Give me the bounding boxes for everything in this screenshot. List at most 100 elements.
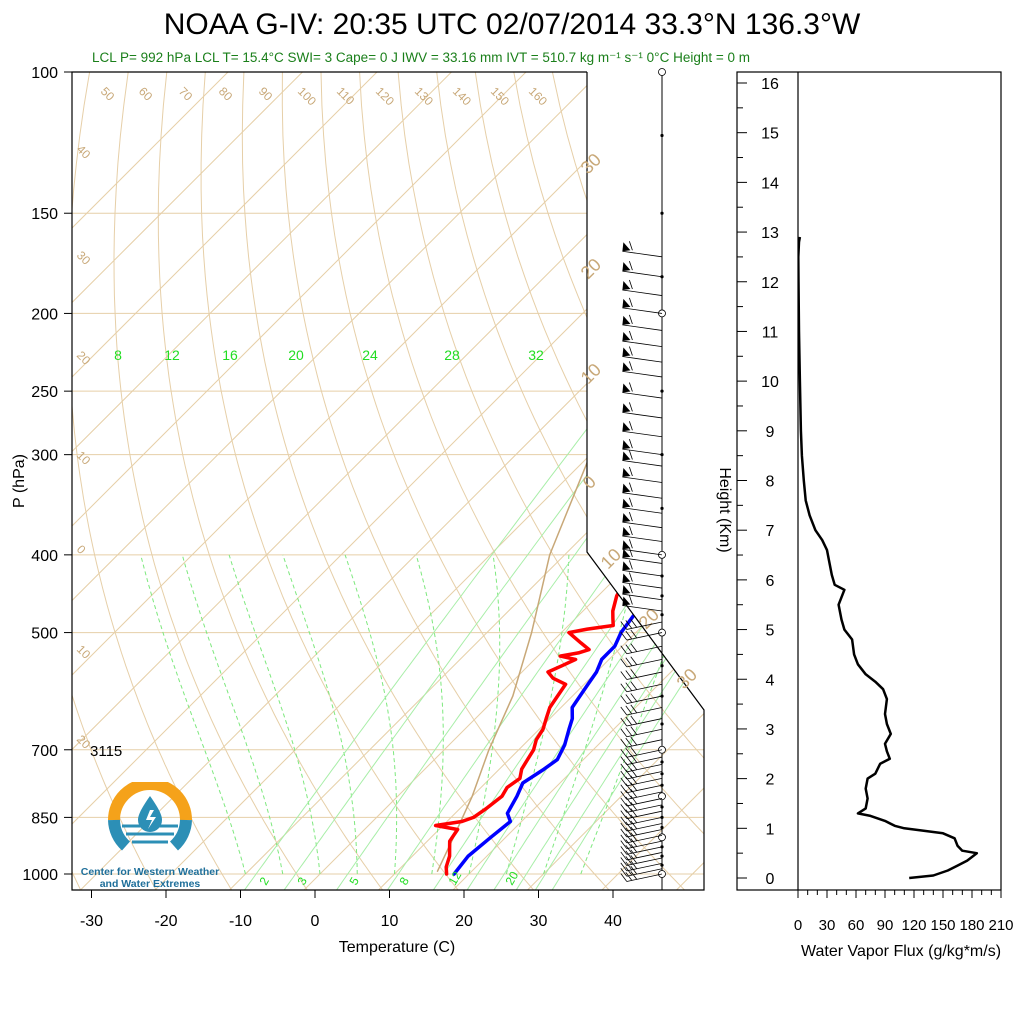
dry-adiabat: [200, 72, 460, 890]
wind-barb-flag: [622, 451, 631, 461]
flux-border: [736, 71, 1002, 891]
isotherm-line: [72, 72, 619, 890]
dry-adiabat-label: 60: [136, 84, 156, 104]
wind-barb-shaft: [626, 621, 663, 630]
wind-barb-shaft: [626, 846, 663, 855]
height-tick-label: 11: [762, 324, 779, 341]
dry-adiabat: [707, 72, 1024, 891]
dry-adiabat: [113, 72, 309, 890]
wind-barb-feather: [630, 801, 638, 811]
height-tick-label: 8: [766, 474, 775, 491]
wind-barb-shaft: [622, 430, 663, 438]
wind-barb-feather: [625, 839, 633, 848]
wind-barb-feather: [620, 749, 628, 758]
wind-barb-shaft: [622, 340, 663, 348]
flux-x-axis-label: Water Vapor Flux (g/kg*m/s): [801, 943, 1001, 960]
moist-adiabat: [140, 554, 246, 875]
wind-barb-feather: [620, 770, 628, 780]
y-tick-label: 500: [31, 626, 58, 643]
flux-y-axis-label: Height (Km): [716, 467, 733, 552]
wind-barbs: [620, 68, 666, 890]
wind-barb-feather: [625, 872, 633, 881]
wind-barb-shaft: [626, 868, 663, 877]
wind-barb-shaft: [622, 570, 663, 577]
mixing-ratio-line: [551, 346, 704, 890]
wind-barb-feather: [629, 595, 633, 605]
dry-adiabat: [629, 72, 704, 890]
moist-adiabat: [344, 554, 398, 875]
wind-barb-shaft: [622, 324, 663, 331]
wind-barb-feather: [620, 777, 628, 787]
wind-barb-feather: [629, 241, 633, 251]
wind-barb-flag: [622, 540, 631, 550]
isotherm-line: [72, 72, 321, 890]
wind-barb-shaft: [622, 356, 663, 363]
wind-barb-feather: [629, 382, 633, 392]
wind-barb-feather: [625, 821, 633, 831]
moist-adiabat: [282, 554, 358, 875]
cw3e-logo: [108, 782, 192, 851]
wind-barb-feather: [629, 560, 633, 570]
dry-adiabat: [1015, 72, 1024, 891]
wind-barb-shaft: [626, 718, 663, 727]
height-tick-label: 10: [761, 374, 779, 391]
wind-barb-shaft: [622, 593, 663, 601]
wind-barb-flag: [622, 467, 631, 477]
mixing-ratio-label-top: 16: [222, 347, 238, 363]
wind-barb-feather: [625, 833, 633, 843]
wind-barb-flag: [622, 347, 631, 357]
flux-tick-label: 30: [819, 917, 836, 934]
height-tick-label: 15: [761, 126, 779, 143]
dry-adiabat: [474, 72, 704, 890]
wind-barb-flag: [622, 242, 631, 252]
dry-adiabat: [281, 72, 611, 890]
wind-barb-feather: [620, 738, 628, 748]
y-tick-label: 400: [31, 548, 58, 565]
wind-barb-feather: [625, 737, 633, 747]
dry-adiabat-label: 100: [295, 84, 319, 108]
wind-barb-flag: [622, 561, 631, 571]
wind-barb-feather: [620, 756, 628, 765]
mixing-ratio-line: [432, 346, 704, 890]
wind-barb-shaft: [626, 658, 663, 668]
dry-adiabat: [938, 72, 1024, 891]
wind-level-dot: [660, 594, 664, 598]
wind-level-circle: [658, 833, 666, 842]
wind-barb-shaft: [626, 873, 663, 882]
wind-barb-shaft: [622, 307, 663, 314]
wind-barb-shaft: [626, 756, 663, 766]
y-tick-label: 700: [31, 743, 58, 760]
x-tick-label: -20: [154, 913, 177, 930]
wind-barb-shaft: [626, 862, 663, 872]
moist-adiabat: [181, 554, 284, 875]
flux-tick-label: 0: [794, 917, 802, 934]
wind-barb-feather: [625, 827, 633, 837]
wind-barb-shaft: [626, 778, 663, 787]
wind-barb-feather: [620, 834, 628, 844]
height-tick-label: 13: [761, 225, 779, 242]
wind-barb-feather: [625, 644, 633, 653]
wind-barb-feather: [629, 346, 633, 356]
mixing-ratio-label-top: 24: [362, 347, 378, 363]
wind-barb-feather: [625, 861, 633, 871]
height-tick-label: 2: [766, 772, 775, 789]
wind-barb-feather: [625, 620, 633, 629]
wind-barb-shaft: [622, 392, 663, 399]
isotherm-label-right: 20: [635, 605, 663, 633]
flux-tick-label: 150: [930, 917, 955, 934]
dry-adiabat: [157, 72, 384, 890]
y-tick-label: 150: [31, 206, 58, 223]
wind-barb-feather: [630, 736, 638, 746]
wind-barb-feather: [620, 763, 628, 773]
wind-barb-feather: [625, 657, 633, 667]
wind-barb-shaft: [626, 798, 663, 807]
wind-barb-feather: [620, 631, 628, 641]
moist-adiabat: [468, 554, 501, 875]
height-tick-label: 9: [766, 424, 775, 441]
moist-adiabat: [505, 554, 570, 875]
dry-adiabat: [241, 72, 535, 890]
wind-barb-feather: [625, 796, 633, 806]
wind-barb-feather: [620, 828, 628, 838]
dry-adiabat: [0, 72, 6, 891]
